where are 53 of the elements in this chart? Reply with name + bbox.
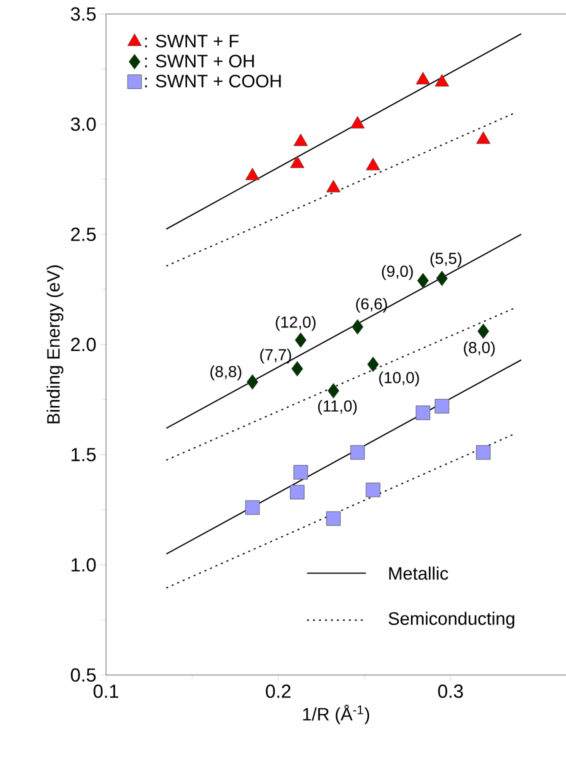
point xyxy=(366,158,380,170)
point xyxy=(293,465,308,480)
point xyxy=(434,74,450,87)
point xyxy=(290,484,304,500)
y-tick-label: 3.5 xyxy=(70,7,96,21)
point xyxy=(246,374,258,390)
annotation: (5,5) xyxy=(430,252,462,268)
point xyxy=(417,272,429,288)
x-tick-label: 0.3 xyxy=(438,684,463,698)
y-tick-label: 2.0 xyxy=(71,338,96,352)
legend-label: Metallic xyxy=(389,566,448,580)
annotation: (7,7) xyxy=(260,348,292,364)
point xyxy=(366,482,380,498)
annotation: (8,8) xyxy=(210,366,242,380)
point xyxy=(477,324,490,339)
point xyxy=(326,511,341,526)
point xyxy=(290,156,304,168)
point xyxy=(416,406,430,420)
point xyxy=(434,398,450,414)
y-tick-label: 2.5 xyxy=(71,228,96,242)
annotation: (10,0) xyxy=(379,372,419,386)
x-tick-label: 0.2 xyxy=(266,684,290,698)
annotation: (12,0) xyxy=(276,316,316,331)
point xyxy=(476,131,490,144)
legend-label: : SWNT + F xyxy=(145,34,239,48)
annotation: (6,6) xyxy=(356,298,387,313)
y-tick-label: 0.5 xyxy=(70,668,96,682)
y-tick-label: 1.0 xyxy=(72,558,96,572)
legend-label: : SWNT + COOH xyxy=(145,74,281,88)
point xyxy=(367,356,379,372)
point xyxy=(416,72,430,84)
x-tick-label: 0.1 xyxy=(94,684,118,698)
point xyxy=(294,332,307,348)
point xyxy=(352,319,364,335)
point xyxy=(294,134,308,146)
y-axis-title: Binding Energy (eV) xyxy=(46,265,64,424)
x-axis-title: 1/R (Å$^{-1}$) xyxy=(303,704,370,724)
point xyxy=(328,383,340,398)
legend-label: Semiconducting xyxy=(388,612,514,628)
annotation: (9,0) xyxy=(382,265,413,280)
point xyxy=(291,361,304,376)
point xyxy=(350,445,365,460)
legend-label: : SWNT + OH xyxy=(145,54,254,68)
point xyxy=(245,168,260,180)
point xyxy=(326,180,341,192)
point xyxy=(436,270,448,286)
annotation: (8,0) xyxy=(464,341,495,356)
y-tick-label: 1.5 xyxy=(72,448,96,462)
point xyxy=(476,445,491,460)
annotation: (11,0) xyxy=(318,400,357,415)
point xyxy=(350,116,365,128)
point xyxy=(245,500,260,515)
y-tick-label: 3.0 xyxy=(70,117,96,131)
